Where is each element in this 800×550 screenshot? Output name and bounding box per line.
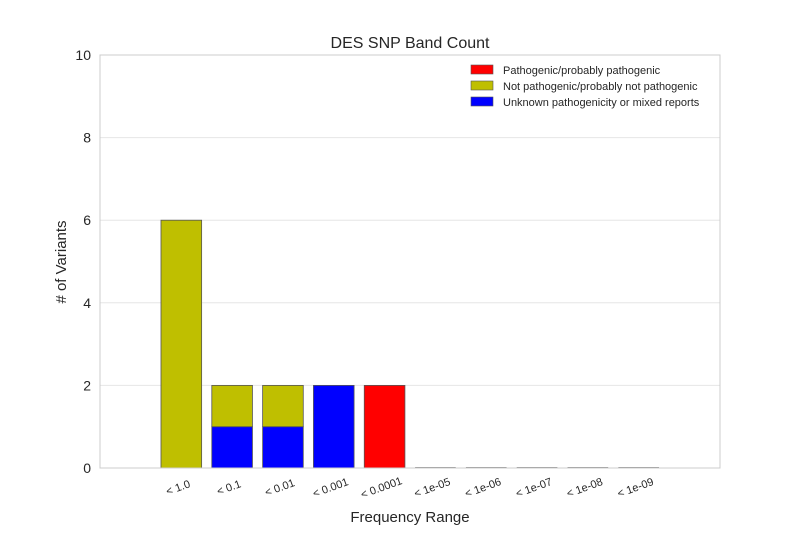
bar	[211, 426, 253, 469]
legend-swatch	[470, 96, 494, 107]
bar	[160, 219, 203, 469]
bars	[160, 219, 660, 469]
plot-area	[100, 55, 720, 468]
x-tick-label: < 1e-06	[463, 476, 502, 500]
bar	[262, 426, 304, 469]
x-tick-label: < 0.0001	[359, 475, 404, 501]
y-tick-label: 10	[75, 47, 91, 63]
y-tick-label: 6	[83, 212, 91, 228]
x-tick-label: < 1e-07	[514, 476, 553, 500]
legend: Pathogenic/probably pathogenic Not pathog…	[470, 64, 700, 109]
bar	[313, 384, 355, 469]
x-tick-label: < 0.01	[263, 477, 296, 499]
bar	[211, 384, 253, 428]
bar	[363, 384, 406, 469]
legend-label: Unknown pathogenicity or mixed reports	[503, 97, 700, 109]
x-tick-label: < 1.0	[165, 478, 192, 498]
x-tick-label: < 1e-08	[565, 476, 604, 500]
legend-swatch	[470, 80, 494, 91]
y-tick-label: 2	[83, 377, 91, 393]
x-tick-label: < 0.001	[311, 476, 350, 500]
x-tick-label: < 1e-05	[413, 476, 452, 500]
x-axis-label: Frequency Range	[350, 509, 469, 526]
y-axis-label: # of Variants	[53, 220, 70, 303]
x-tick-label: < 1e-09	[616, 476, 655, 500]
y-tick-labels: 0 2 4 6 8 10	[75, 47, 91, 476]
legend-label: Not pathogenic/probably not pathogenic	[503, 81, 698, 93]
x-tick-label: < 0.1	[215, 478, 242, 498]
y-tick-label: 0	[83, 460, 91, 476]
plot-frame	[99, 54, 721, 469]
legend-label: Pathogenic/probably pathogenic	[503, 65, 661, 77]
bar	[262, 384, 304, 428]
chart-title: DES SNP Band Count	[331, 35, 490, 52]
legend-swatch	[470, 64, 494, 75]
y-tick-label: 8	[83, 130, 91, 146]
y-tick-label: 4	[83, 295, 91, 311]
x-tick-labels: < 1.0 < 0.1 < 0.01 < 0.001 < 0.0001 < 1e-05 < …	[165, 475, 656, 501]
